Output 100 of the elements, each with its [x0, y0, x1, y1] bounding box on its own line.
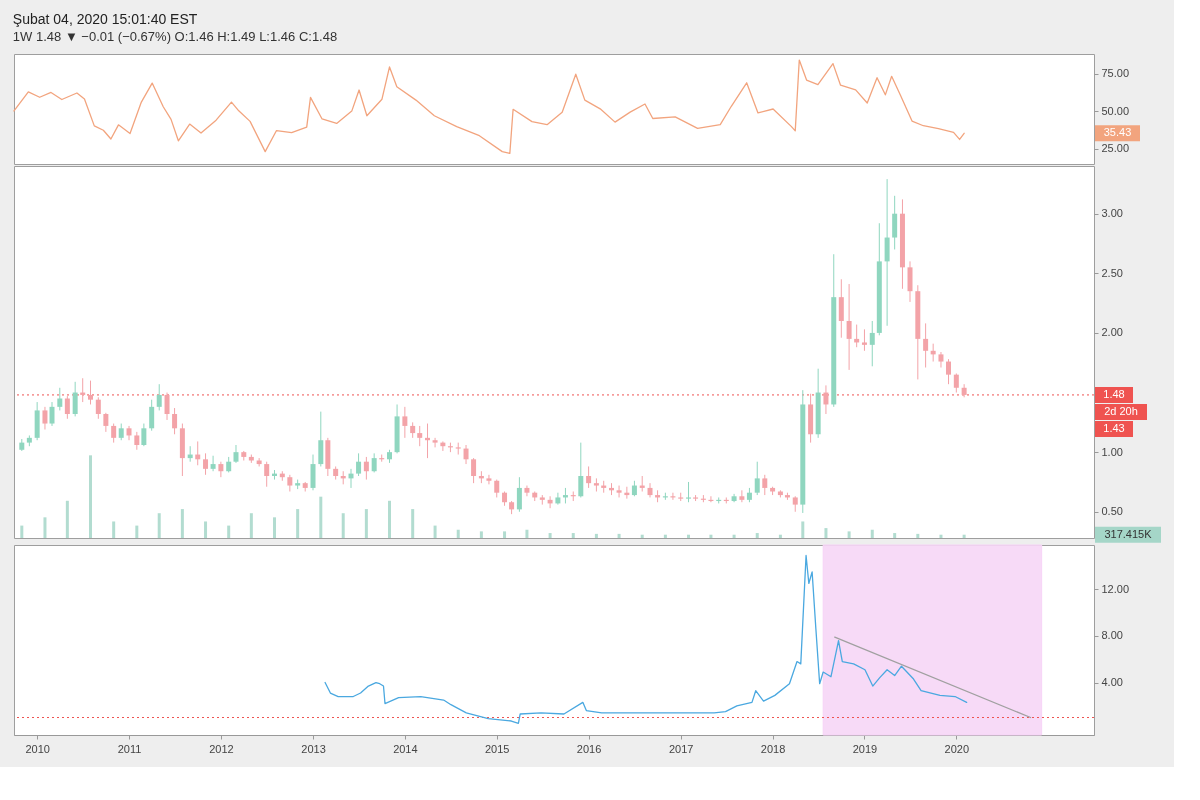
bar: [962, 534, 966, 538]
bar: [411, 509, 415, 538]
candlestick: [49, 401, 55, 427]
candlestick: [869, 320, 875, 367]
bar: [180, 509, 184, 538]
bar: [112, 521, 116, 538]
text: 35.43: [1103, 126, 1132, 139]
x-tick-label: 2020: [944, 742, 970, 755]
candlestick: [287, 474, 293, 492]
candlestick: [363, 456, 369, 481]
bar: [364, 509, 368, 538]
candlestick: [72, 381, 78, 417]
bar: [89, 455, 93, 538]
candlestick: [111, 423, 117, 444]
candlestick: [371, 452, 377, 473]
candlestick: [846, 283, 852, 371]
candlestick: [64, 395, 70, 420]
chart-subtitle: 1W 1.48 ▼ −0.01 (−0.67%) O:1.46 H:1.49 L:1.46 C:1.48: [12, 28, 338, 44]
candlestick: [555, 492, 561, 506]
candlestick: [861, 328, 867, 352]
line-series: [324, 554, 968, 724]
candlestick: [210, 455, 216, 472]
y-tick-label: 2.00: [1101, 326, 1123, 339]
candlestick: [310, 454, 316, 491]
candlestick: [754, 461, 760, 496]
bar: [663, 534, 667, 538]
y-tick-label: 1.00: [1101, 445, 1123, 458]
bar: [43, 517, 47, 538]
candlestick: [402, 406, 408, 439]
candlestick: [471, 457, 477, 484]
bar: [640, 534, 644, 538]
x-tick-label: 2014: [393, 742, 418, 755]
candlestick: [907, 260, 913, 303]
candlestick: [88, 380, 94, 405]
candlestick: [923, 322, 929, 368]
bar: [824, 528, 828, 538]
candlestick: [156, 383, 162, 411]
bar: [204, 521, 208, 538]
candlestick: [463, 444, 469, 465]
y-tick-label: 25.00: [1101, 142, 1130, 155]
bar: [20, 525, 24, 538]
x-tick-label: 2019: [852, 742, 878, 755]
bar: [249, 513, 253, 538]
candlestick: [432, 437, 438, 448]
candlestick: [141, 423, 147, 447]
candlestick: [172, 407, 178, 435]
bar: [503, 531, 507, 538]
bar: [939, 534, 943, 538]
candlestick: [586, 465, 592, 489]
candlestick: [203, 452, 209, 476]
x-tick-label: 2018: [760, 742, 786, 755]
bar: [732, 534, 736, 538]
candlestick: [95, 396, 101, 420]
bar: [479, 531, 483, 538]
y-tick-label: 0.50: [1101, 505, 1123, 518]
x-tick-label: 2013: [301, 742, 326, 755]
candlestick: [42, 406, 48, 430]
candlestick: [164, 392, 170, 421]
candlestick: [823, 384, 829, 415]
text: 317.415K: [1104, 527, 1153, 540]
bar: [525, 529, 529, 538]
bar: [801, 521, 805, 538]
bar: [870, 529, 874, 538]
y-tick-label: 50.00: [1101, 104, 1130, 117]
candlestick: [126, 425, 132, 441]
bar: [548, 533, 552, 538]
candlestick: [356, 452, 362, 477]
candlestick: [417, 425, 423, 447]
candlestick: [616, 485, 622, 498]
candlestick: [953, 372, 959, 394]
candlestick: [264, 461, 270, 488]
bar: [433, 525, 437, 538]
candlestick: [218, 461, 224, 478]
y-tick-label: 12.00: [1101, 582, 1130, 595]
ref-line-label: 1.48: [1103, 387, 1125, 400]
bar: [847, 531, 851, 538]
y-tick-label: 75.00: [1101, 67, 1130, 80]
x-tick-label: 2011: [117, 742, 142, 755]
line-series: [13, 59, 965, 155]
x-tick-label: 2015: [485, 742, 510, 755]
bar: [709, 534, 713, 538]
bar: [687, 534, 691, 538]
candlestick: [762, 474, 768, 496]
y-tick-label: 4.00: [1101, 676, 1123, 689]
x-tick-label: 2012: [209, 742, 234, 755]
candlestick: [961, 383, 967, 398]
bar: [571, 533, 575, 538]
bar: [778, 534, 782, 538]
bar: [157, 513, 161, 538]
y-tick-label: 8.00: [1101, 629, 1123, 642]
bar: [594, 533, 598, 538]
candlestick: [686, 481, 692, 503]
candlestick: [57, 387, 63, 411]
bar: [319, 496, 323, 538]
bar: [296, 509, 300, 538]
bar: [755, 533, 759, 538]
candlestick: [938, 351, 944, 368]
bar: [273, 517, 276, 538]
candlestick: [892, 195, 898, 250]
candlestick: [884, 178, 890, 327]
